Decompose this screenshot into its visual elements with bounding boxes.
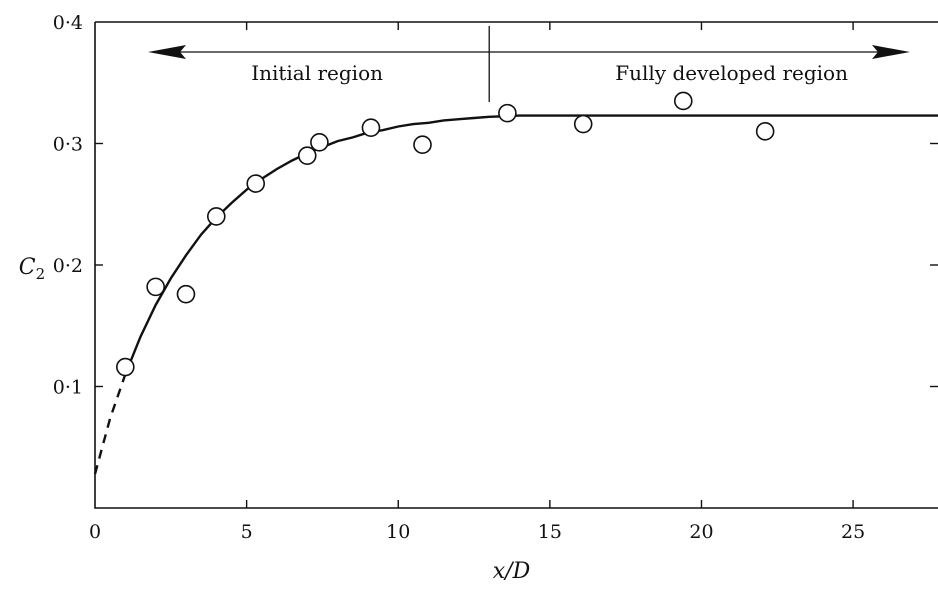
- x-tick-label: 5: [241, 521, 253, 543]
- x-tick-label: 15: [538, 521, 562, 543]
- region-annotations: Initial region Fully developed region: [148, 26, 910, 102]
- x-tick-label: 0: [89, 521, 101, 543]
- y-tick-label: 0·4: [53, 12, 83, 34]
- data-point: [413, 135, 432, 155]
- data-point: [176, 284, 196, 304]
- data-points: [116, 91, 775, 377]
- data-point: [246, 174, 266, 193]
- ticks: 0 5 10 15 20 25 0·1 0·2 0·3 0·4: [53, 12, 938, 543]
- fit-curve: [93, 114, 938, 475]
- left-arrowhead-icon: [148, 45, 186, 59]
- right-arrowhead-icon: [872, 45, 910, 59]
- x-tick-label: 25: [841, 521, 865, 543]
- fully-developed-region-label: Fully developed region: [615, 61, 848, 85]
- data-point: [498, 103, 517, 123]
- data-point: [297, 146, 317, 165]
- data-point: [673, 91, 693, 111]
- y-axis-title-subscript: 2: [36, 265, 46, 283]
- data-point: [573, 114, 593, 134]
- x-tick-label: 20: [689, 521, 713, 543]
- data-point: [206, 207, 226, 226]
- data-point: [361, 118, 381, 138]
- x-axis-title: x/D: [493, 559, 531, 584]
- initial-region-label: Initial region: [251, 61, 383, 85]
- x-tick-label: 10: [386, 521, 410, 543]
- y-tick-label: 0·3: [53, 134, 83, 156]
- axis-frame-left-bottom: [94, 22, 938, 509]
- y-tick-label: 0·2: [53, 255, 83, 277]
- data-point: [310, 132, 329, 152]
- fit-curve-solid: [124, 114, 938, 375]
- axes: [94, 21, 938, 509]
- data-point: [755, 122, 775, 141]
- fit-curve-dashed-extrapolation: [93, 374, 127, 475]
- data-point: [116, 357, 135, 377]
- y-axis-title: C2: [19, 255, 45, 283]
- y-axis-title-main: C: [19, 255, 36, 280]
- y-tick-label: 0·1: [53, 377, 83, 399]
- data-point: [146, 277, 165, 297]
